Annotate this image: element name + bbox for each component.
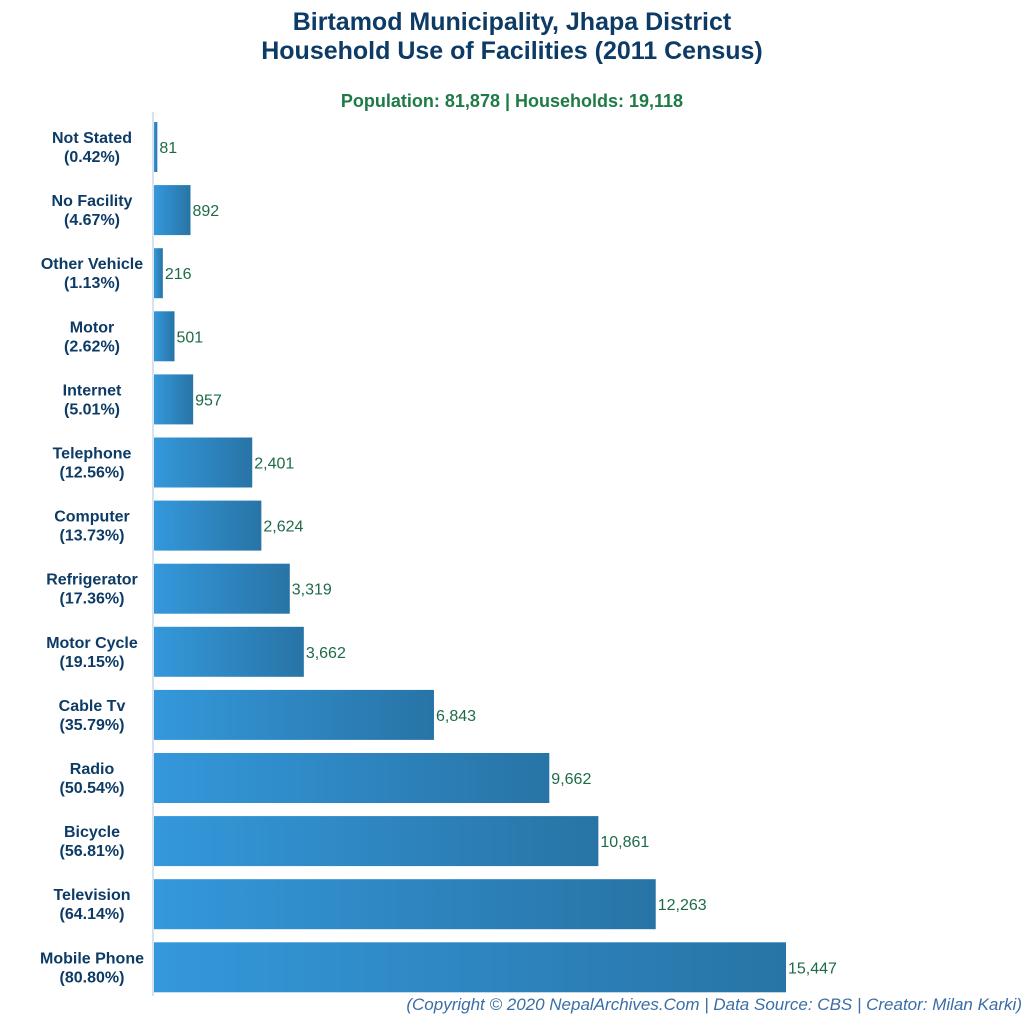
value-label: 3,662 bbox=[306, 645, 346, 662]
category-label: Television (64.14%) bbox=[53, 887, 130, 923]
value-label: 892 bbox=[192, 203, 219, 220]
category-label: Telephone (12.56%) bbox=[53, 446, 132, 482]
value-label: 10,861 bbox=[600, 834, 649, 851]
category-name: Bicycle bbox=[64, 824, 120, 841]
category-name: Internet bbox=[63, 382, 122, 399]
category-name: Computer bbox=[54, 509, 130, 526]
category-name: Motor Cycle bbox=[46, 635, 138, 652]
category-label: Motor (2.62%) bbox=[64, 319, 120, 355]
category-label: Cable Tv (35.79%) bbox=[59, 698, 126, 734]
category-label: Radio (50.54%) bbox=[60, 761, 125, 797]
bar-telephone bbox=[154, 437, 253, 488]
chart-title: Birtamod Municipality, Jhapa District Ho… bbox=[0, 8, 1024, 66]
bar-refrigerator bbox=[154, 563, 290, 614]
value-label: 6,843 bbox=[436, 708, 476, 725]
value-label: 2,624 bbox=[263, 519, 303, 536]
category-name: Cable Tv bbox=[59, 698, 126, 715]
value-label: 2,401 bbox=[254, 456, 294, 473]
category-percent: (2.62%) bbox=[64, 338, 120, 355]
bar-no-facility bbox=[154, 185, 191, 236]
category-label: No Facility (4.67%) bbox=[52, 193, 133, 229]
category-percent: (64.14%) bbox=[60, 906, 125, 923]
bar-internet bbox=[154, 374, 194, 425]
category-label: Internet (5.01%) bbox=[63, 382, 122, 418]
category-percent: (17.36%) bbox=[60, 591, 125, 608]
value-label: 501 bbox=[176, 329, 203, 346]
bars-group: Not Stated (0.42%) 81 No Facility (4.67%) 892… bbox=[40, 122, 837, 993]
category-label: Motor Cycle (19.15%) bbox=[46, 635, 138, 671]
category-percent: (13.73%) bbox=[60, 528, 125, 545]
category-name: No Facility bbox=[52, 193, 133, 210]
bar-mobile-phone bbox=[154, 942, 786, 993]
category-percent: (12.56%) bbox=[60, 465, 125, 482]
category-percent: (50.54%) bbox=[60, 780, 125, 797]
category-label: Mobile Phone (80.80%) bbox=[40, 950, 144, 986]
bar-motor-cycle bbox=[154, 626, 304, 677]
bar-not-stated bbox=[154, 122, 158, 172]
category-percent: (80.80%) bbox=[60, 969, 125, 986]
copyright-footer: (Copyright © 2020 NepalArchives.Com | Da… bbox=[406, 995, 1022, 1014]
category-name: Not Stated bbox=[52, 130, 132, 147]
category-percent: (35.79%) bbox=[60, 717, 125, 734]
category-percent: (19.15%) bbox=[60, 654, 125, 671]
bar-television bbox=[154, 879, 656, 930]
category-name: Other Vehicle bbox=[41, 256, 143, 273]
category-percent: (0.42%) bbox=[64, 149, 120, 166]
category-name: Television bbox=[53, 887, 130, 904]
category-name: Motor bbox=[70, 319, 114, 336]
bar-motor bbox=[154, 311, 175, 362]
chart-title-line-1: Birtamod Municipality, Jhapa District bbox=[292, 8, 732, 36]
chart-subtitle: Population: 81,878 | Households: 19,118 bbox=[340, 91, 684, 111]
category-name: Mobile Phone bbox=[40, 950, 144, 967]
category-name: Radio bbox=[70, 761, 115, 778]
value-label: 9,662 bbox=[551, 771, 591, 788]
bar-radio bbox=[154, 753, 550, 803]
bar-bicycle bbox=[154, 816, 599, 867]
category-name: Telephone bbox=[53, 446, 132, 463]
category-label: Refrigerator (17.36%) bbox=[46, 572, 138, 608]
category-label: Bicycle (56.81%) bbox=[60, 824, 125, 860]
value-label: 81 bbox=[159, 140, 177, 157]
category-percent: (1.13%) bbox=[64, 275, 120, 292]
category-percent: (56.81%) bbox=[60, 843, 125, 860]
category-percent: (5.01%) bbox=[64, 401, 120, 418]
bar-cable-tv bbox=[154, 689, 434, 740]
category-name: Refrigerator bbox=[46, 572, 138, 589]
value-label: 957 bbox=[195, 392, 222, 409]
bar-other-vehicle bbox=[154, 248, 163, 299]
value-label: 15,447 bbox=[788, 960, 837, 977]
bar-computer bbox=[154, 500, 262, 551]
value-label: 216 bbox=[165, 266, 192, 283]
category-label: Other Vehicle (1.13%) bbox=[41, 256, 143, 292]
chart-title-line-2: Household Use of Facilities (2011 Census… bbox=[261, 37, 763, 65]
category-label: Not Stated (0.42%) bbox=[52, 130, 132, 166]
value-label: 12,263 bbox=[658, 897, 707, 914]
category-label: Computer (13.73%) bbox=[54, 509, 130, 545]
value-label: 3,319 bbox=[292, 582, 332, 599]
category-percent: (4.67%) bbox=[64, 212, 120, 229]
